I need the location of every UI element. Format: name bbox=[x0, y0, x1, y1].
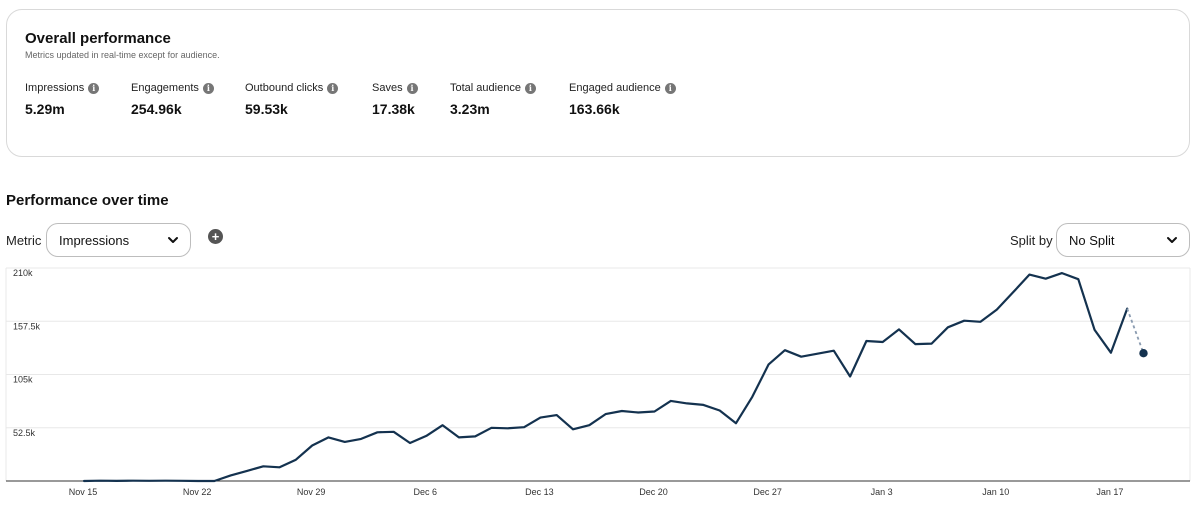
info-icon[interactable]: i bbox=[202, 82, 214, 94]
x-tick-label: Nov 29 bbox=[297, 487, 326, 497]
x-tick-label: Jan 3 bbox=[871, 487, 893, 497]
metric-label: Saves bbox=[372, 82, 403, 94]
split-by-select[interactable]: No Split bbox=[1056, 223, 1190, 257]
x-tick-label: Jan 10 bbox=[982, 487, 1009, 497]
metric-total-audience: Total audience i 3.23m bbox=[450, 82, 536, 117]
overall-performance-title: Overall performance bbox=[25, 30, 171, 47]
metric-engaged-audience: Engaged audience i 163.66k bbox=[569, 82, 676, 117]
metric-saves: Saves i 17.38k bbox=[372, 82, 418, 117]
x-tick-label: Jan 17 bbox=[1096, 487, 1123, 497]
metric-value: 254.96k bbox=[131, 101, 182, 117]
split-by-select-value: No Split bbox=[1069, 232, 1115, 248]
metric-select-value: Impressions bbox=[59, 232, 130, 248]
metric-label: Impressions bbox=[25, 82, 85, 94]
performance-over-time-title: Performance over time bbox=[6, 192, 169, 209]
metric-label: Metric bbox=[6, 233, 42, 248]
info-icon[interactable]: i bbox=[524, 82, 536, 94]
metric-impressions: Impressions i 5.29m bbox=[25, 82, 100, 117]
metric-engagements: Engagements i 254.96k bbox=[131, 82, 214, 117]
performance-line-chart: 52.5k 105k 157.5k 210k Nov 15 Nov 22 Nov 29 Dec… bbox=[5, 267, 1191, 497]
x-tick-label: Dec 20 bbox=[639, 487, 668, 497]
metric-outbound-clicks: Outbound clicks i 59.53k bbox=[245, 82, 339, 117]
y-tick-label: 52.5k bbox=[13, 428, 36, 438]
x-tick-label: Dec 27 bbox=[753, 487, 782, 497]
metric-value: 163.66k bbox=[569, 101, 620, 117]
projected-point bbox=[1139, 349, 1148, 358]
metric-value: 17.38k bbox=[372, 101, 415, 117]
metric-value: 59.53k bbox=[245, 101, 288, 117]
metric-label: Outbound clicks bbox=[245, 82, 324, 94]
metric-select[interactable]: Impressions bbox=[46, 223, 191, 257]
x-tick-label: Nov 15 bbox=[69, 487, 98, 497]
info-icon[interactable]: i bbox=[664, 82, 676, 94]
info-icon[interactable]: i bbox=[406, 82, 418, 94]
split-by-label: Split by bbox=[1010, 233, 1053, 248]
chevron-down-icon bbox=[1167, 237, 1177, 243]
metric-value: 3.23m bbox=[450, 101, 490, 117]
info-icon[interactable]: i bbox=[88, 82, 100, 94]
overall-performance-subtitle: Metrics updated in real-time except for … bbox=[25, 50, 220, 60]
series-line-impressions bbox=[82, 272, 1129, 483]
metric-label: Engaged audience bbox=[569, 82, 661, 94]
x-tick-label: Dec 13 bbox=[525, 487, 554, 497]
info-icon[interactable]: i bbox=[327, 82, 339, 94]
plus-circle-icon[interactable]: + bbox=[208, 229, 223, 244]
y-tick-label: 105k bbox=[13, 375, 33, 385]
x-tick-label: Dec 6 bbox=[414, 487, 438, 497]
overall-performance-card: Overall performance Metrics updated in r… bbox=[6, 9, 1190, 157]
y-tick-label: 210k bbox=[13, 268, 33, 278]
metric-label: Engagements bbox=[131, 82, 199, 94]
projected-segment bbox=[1126, 308, 1145, 354]
metric-label: Total audience bbox=[450, 82, 521, 94]
chevron-down-icon bbox=[168, 237, 178, 243]
x-tick-label: Nov 22 bbox=[183, 487, 212, 497]
y-tick-label: 157.5k bbox=[13, 321, 41, 331]
metric-value: 5.29m bbox=[25, 101, 65, 117]
